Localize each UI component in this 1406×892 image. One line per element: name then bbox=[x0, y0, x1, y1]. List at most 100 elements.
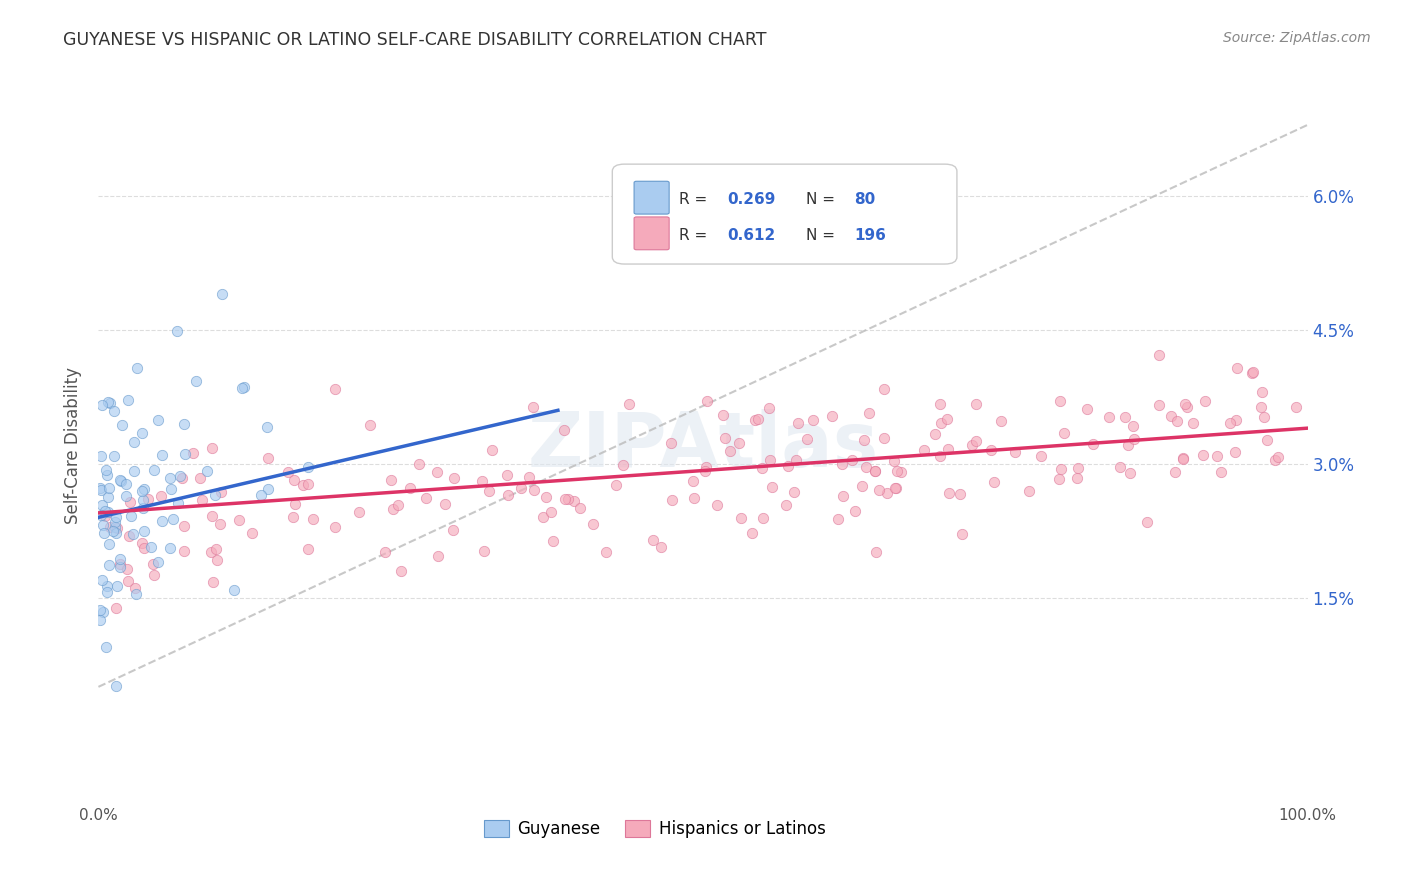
Text: N =: N = bbox=[806, 193, 839, 207]
Point bbox=[125, 587, 148, 601]
Point bbox=[426, 465, 449, 479]
Point bbox=[682, 474, 704, 488]
Point bbox=[256, 420, 278, 434]
Point bbox=[554, 491, 576, 506]
Point bbox=[120, 495, 142, 509]
Point bbox=[101, 524, 124, 538]
Point bbox=[211, 287, 233, 301]
Point bbox=[498, 488, 520, 502]
Point bbox=[159, 541, 181, 555]
Point bbox=[540, 505, 562, 519]
Point bbox=[115, 477, 138, 491]
Point bbox=[730, 510, 752, 524]
Point bbox=[233, 380, 256, 394]
Point bbox=[132, 493, 155, 508]
Point bbox=[433, 497, 456, 511]
Text: N =: N = bbox=[806, 228, 839, 243]
Point bbox=[200, 544, 222, 558]
Point bbox=[201, 509, 224, 524]
Point bbox=[873, 430, 896, 444]
Point bbox=[169, 468, 191, 483]
Point bbox=[863, 464, 886, 478]
Point bbox=[1049, 472, 1071, 486]
Point bbox=[124, 581, 146, 595]
Point bbox=[873, 382, 896, 396]
Point bbox=[90, 450, 112, 464]
Point bbox=[714, 431, 737, 445]
Text: Source: ZipAtlas.com: Source: ZipAtlas.com bbox=[1223, 31, 1371, 45]
Point bbox=[718, 443, 741, 458]
Point bbox=[1256, 433, 1278, 447]
Point bbox=[641, 533, 664, 548]
Point bbox=[231, 381, 253, 395]
Point bbox=[195, 464, 218, 478]
Point bbox=[209, 485, 232, 500]
Point bbox=[696, 393, 718, 408]
Point bbox=[1264, 453, 1286, 467]
Point bbox=[122, 526, 145, 541]
Point bbox=[1049, 462, 1071, 476]
Point bbox=[91, 573, 114, 587]
Point bbox=[201, 574, 224, 589]
Point bbox=[1209, 465, 1232, 479]
Point bbox=[297, 477, 319, 491]
Point bbox=[166, 324, 188, 338]
Point bbox=[890, 466, 912, 480]
Point bbox=[281, 510, 304, 524]
Point bbox=[1225, 412, 1247, 426]
Point bbox=[323, 382, 346, 396]
Point bbox=[146, 413, 169, 427]
FancyBboxPatch shape bbox=[613, 164, 957, 264]
Point bbox=[284, 497, 307, 511]
Point bbox=[758, 452, 780, 467]
Text: R =: R = bbox=[679, 228, 711, 243]
Point bbox=[389, 564, 412, 578]
Point bbox=[1067, 461, 1090, 475]
Point bbox=[1049, 393, 1071, 408]
Point bbox=[844, 503, 866, 517]
Point bbox=[1119, 466, 1142, 480]
Point bbox=[382, 502, 405, 516]
Point bbox=[188, 470, 211, 484]
Point bbox=[349, 505, 371, 519]
Point bbox=[205, 541, 228, 556]
Point bbox=[1053, 426, 1076, 441]
Point bbox=[1122, 419, 1144, 434]
Point bbox=[1166, 414, 1188, 428]
Point bbox=[146, 555, 169, 569]
Point bbox=[96, 579, 118, 593]
Point bbox=[107, 579, 129, 593]
Point bbox=[990, 414, 1012, 428]
Point bbox=[827, 512, 849, 526]
Point bbox=[1163, 465, 1185, 479]
Point bbox=[1205, 449, 1227, 463]
Point bbox=[97, 505, 120, 519]
Point bbox=[858, 406, 880, 420]
Point bbox=[240, 526, 263, 541]
Point bbox=[387, 499, 409, 513]
Point bbox=[104, 515, 127, 529]
Point bbox=[924, 427, 946, 442]
Point bbox=[1240, 366, 1263, 380]
Text: 80: 80 bbox=[855, 193, 876, 207]
Point bbox=[886, 464, 908, 478]
Point bbox=[256, 451, 278, 466]
Point bbox=[1241, 365, 1264, 379]
Point bbox=[1149, 398, 1171, 412]
Point bbox=[744, 413, 766, 427]
Point bbox=[110, 557, 132, 571]
Point bbox=[747, 412, 769, 426]
Point bbox=[758, 401, 780, 416]
Point bbox=[832, 489, 855, 503]
Point bbox=[582, 517, 605, 532]
Y-axis label: Self-Care Disability: Self-Care Disability bbox=[65, 368, 83, 524]
Point bbox=[1194, 394, 1216, 409]
Point bbox=[143, 463, 166, 477]
Point bbox=[706, 499, 728, 513]
Text: 0.269: 0.269 bbox=[727, 193, 776, 207]
Point bbox=[209, 516, 232, 531]
Point bbox=[569, 501, 592, 516]
Point bbox=[562, 493, 585, 508]
Point bbox=[1175, 400, 1198, 414]
Point bbox=[965, 397, 987, 411]
